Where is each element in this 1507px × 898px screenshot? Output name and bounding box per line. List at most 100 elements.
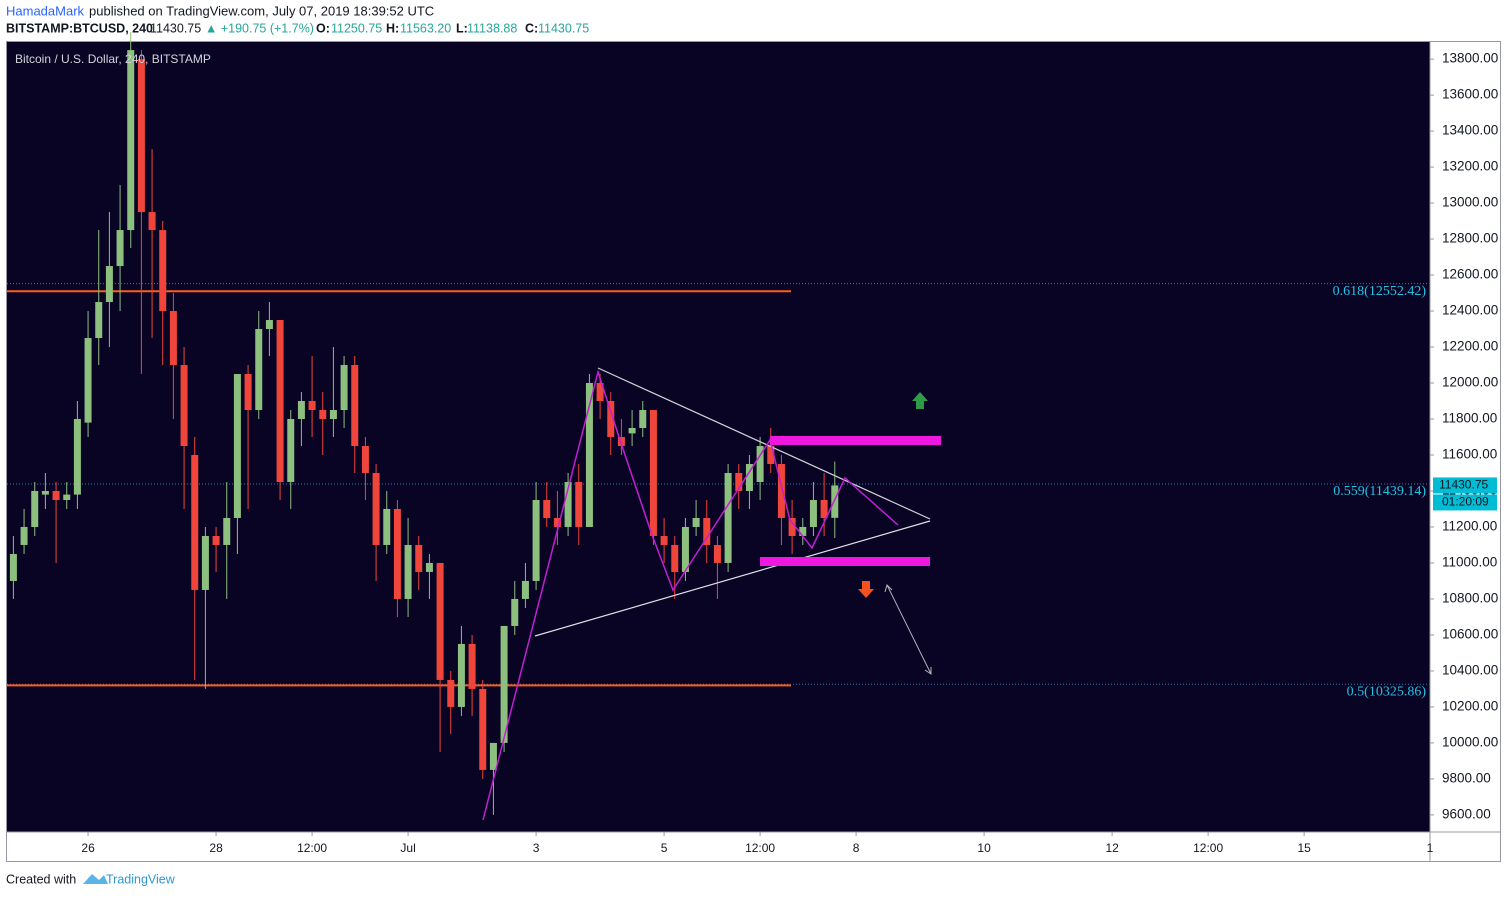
c-label: C: bbox=[525, 21, 538, 35]
frame bbox=[6, 41, 1501, 862]
y-tick-label: 13000.00 bbox=[1442, 195, 1498, 210]
candle-body bbox=[436, 562, 444, 680]
down-arrow bbox=[858, 581, 874, 598]
candle-body bbox=[500, 625, 508, 743]
candle-body bbox=[52, 490, 60, 500]
candle-body bbox=[276, 320, 284, 482]
y-tick-label: 12000.00 bbox=[1442, 375, 1498, 390]
projection-line bbox=[886, 584, 932, 675]
y-tick-label: 13600.00 bbox=[1442, 87, 1498, 102]
x-tick-label: 3 bbox=[533, 841, 540, 855]
candle-body bbox=[724, 472, 732, 563]
h-label: H: bbox=[386, 21, 399, 35]
candle-body bbox=[84, 338, 92, 423]
candle-body bbox=[831, 485, 839, 518]
candle-body bbox=[777, 463, 785, 518]
candle-body bbox=[607, 401, 615, 437]
x-tick-label: 8 bbox=[853, 841, 860, 855]
resistance-zone bbox=[770, 436, 941, 445]
candle-body bbox=[159, 230, 167, 312]
y-tick-label: 10600.00 bbox=[1442, 627, 1498, 642]
candle-body bbox=[319, 410, 327, 420]
candle-body bbox=[191, 454, 199, 590]
y-tick-label: 12800.00 bbox=[1442, 231, 1498, 246]
candle-body bbox=[255, 329, 263, 411]
candle-body bbox=[361, 445, 369, 473]
y-tick-label: 12200.00 bbox=[1442, 339, 1498, 354]
y-tick-label: 10400.00 bbox=[1442, 663, 1498, 678]
candle-body bbox=[564, 481, 572, 527]
candle-body bbox=[180, 365, 188, 446]
h: 11563.20 bbox=[400, 21, 451, 35]
candle-body bbox=[820, 499, 828, 518]
plot-background bbox=[7, 42, 1430, 832]
candle-body bbox=[745, 463, 753, 491]
candle-body bbox=[788, 517, 796, 536]
candle-body bbox=[148, 212, 156, 231]
candle-body bbox=[393, 508, 401, 599]
brand[interactable]: TradingView bbox=[106, 872, 176, 886]
x-tick-label: Jul bbox=[400, 841, 415, 855]
l: 11138.88 bbox=[467, 21, 517, 35]
created-with: Created with bbox=[6, 872, 76, 886]
candle-body bbox=[543, 499, 551, 518]
candle-body bbox=[9, 553, 17, 581]
candle-body bbox=[233, 374, 241, 518]
x-tick-label: 28 bbox=[209, 841, 223, 855]
candle-body bbox=[681, 526, 689, 572]
candle-body bbox=[372, 472, 380, 545]
plot: 0.618(12552.42) 0.559(11439.14) 0.5(10325.… bbox=[7, 32, 1430, 815]
x-tick-label: 1 bbox=[1427, 841, 1434, 855]
candle-body bbox=[468, 643, 476, 689]
y-tick-label: 11000.00 bbox=[1442, 555, 1497, 570]
x-tick-label: 26 bbox=[81, 841, 95, 855]
candle-body bbox=[116, 230, 124, 267]
y-tick-label: 9800.00 bbox=[1442, 770, 1491, 785]
candle-body bbox=[340, 365, 348, 411]
candle-body bbox=[692, 517, 700, 527]
candle-body bbox=[212, 535, 220, 545]
candle-body bbox=[404, 544, 412, 599]
candle-body bbox=[95, 302, 103, 339]
candle-body bbox=[73, 419, 81, 495]
candle-body bbox=[735, 472, 743, 491]
candle-body bbox=[20, 526, 28, 545]
symbol: BITSTAMP:BTCUSD, 240 bbox=[6, 21, 153, 35]
candle-body bbox=[756, 445, 764, 482]
candle-body bbox=[63, 494, 71, 500]
candle-body bbox=[660, 535, 668, 545]
candle-body bbox=[329, 410, 337, 420]
candle-body bbox=[703, 517, 711, 545]
y-tick-label: 13400.00 bbox=[1442, 123, 1498, 138]
candle-body bbox=[169, 311, 177, 366]
candle-body bbox=[596, 383, 604, 402]
y-tick-label: 11600.00 bbox=[1442, 447, 1497, 462]
candle-body bbox=[713, 544, 721, 563]
x-tick-label: 5 bbox=[661, 841, 668, 855]
candle-body bbox=[308, 401, 316, 411]
candle-body bbox=[639, 410, 647, 429]
candle-body bbox=[585, 383, 593, 527]
trend-line bbox=[534, 520, 931, 637]
candle-body bbox=[649, 410, 657, 536]
author[interactable]: HamadaMark bbox=[6, 3, 85, 18]
trend-line bbox=[597, 367, 931, 520]
y-tick-label: 13200.00 bbox=[1442, 159, 1498, 174]
candle-body bbox=[137, 59, 145, 213]
x-tick-label: 12:00 bbox=[745, 841, 775, 855]
candle-body bbox=[127, 50, 135, 231]
projection-arrowheads bbox=[884, 584, 932, 675]
y-tick-label: 10200.00 bbox=[1442, 698, 1498, 713]
candle-body bbox=[415, 544, 423, 572]
candle-body bbox=[457, 643, 465, 707]
y-tick-label: 13800.00 bbox=[1442, 51, 1498, 66]
candle-body bbox=[425, 562, 433, 572]
timer-box bbox=[1433, 494, 1497, 511]
candle-body bbox=[41, 490, 49, 495]
y-tick-label: 12400.00 bbox=[1442, 303, 1498, 318]
candle-body bbox=[809, 499, 817, 527]
o-label: O: bbox=[316, 21, 330, 35]
quote-line: BITSTAMP:BTCUSD, 240 11430.75 ▲ +190.75 … bbox=[6, 21, 589, 35]
candle-body bbox=[297, 401, 305, 420]
